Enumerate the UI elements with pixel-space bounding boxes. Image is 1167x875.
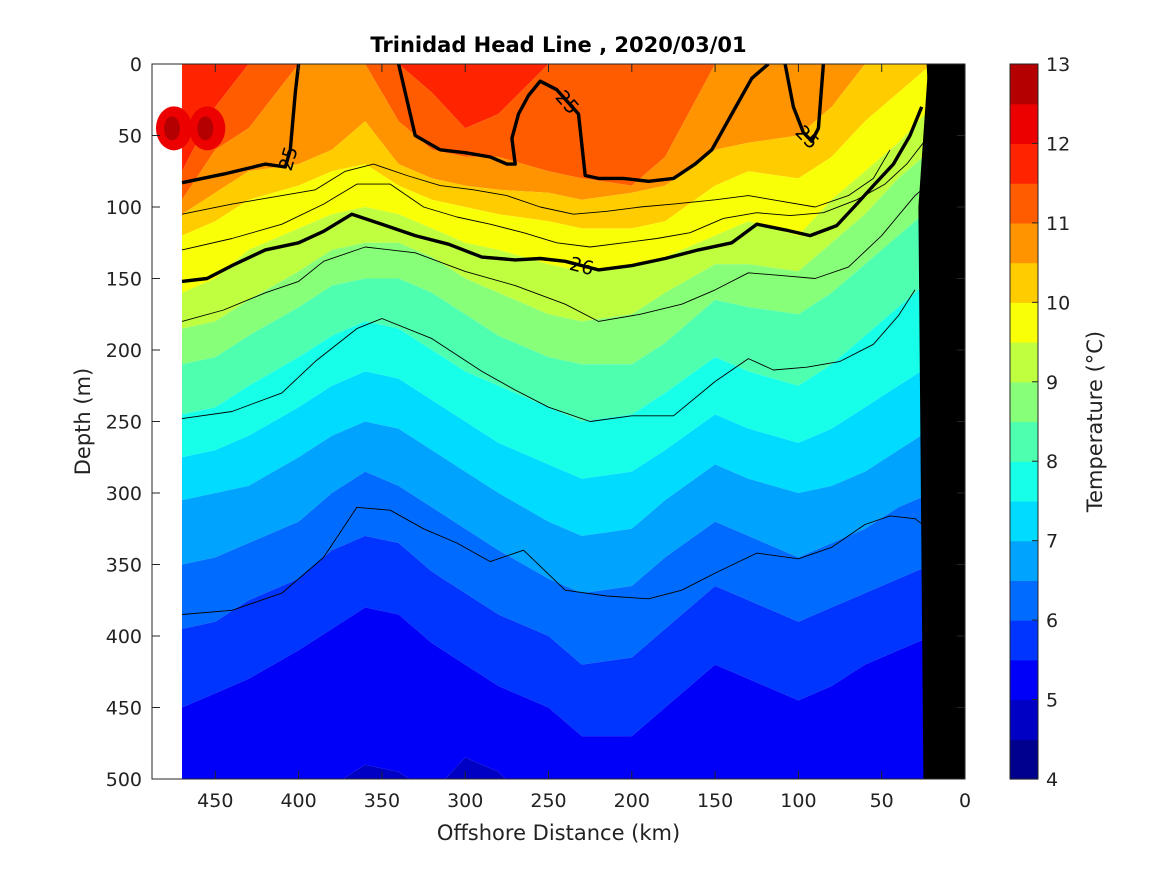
colorbar-swatch [1010,143,1038,184]
x-tick-label: 350 [364,790,400,812]
temperature-band [181,64,965,215]
colorbar-swatch [1010,699,1038,740]
colorbar-swatch [1010,222,1038,264]
y-tick-label: 500 [106,769,142,791]
colorbar-tick-label: 13 [1046,54,1070,76]
x-tick-label: 0 [959,790,971,812]
temperature-band [181,278,965,479]
colorbar-swatch [1010,540,1038,581]
x-tick-label: 50 [870,790,894,812]
colorbar-swatch [1010,659,1038,701]
y-tick-label: 200 [106,340,142,362]
x-tick-label: 150 [697,790,733,812]
density-contour-thin [181,149,891,215]
colorbar-tick-label: 11 [1046,213,1070,235]
temperature-band [181,64,965,293]
colorbar-tick-label: 5 [1046,690,1058,712]
colorbar-tick-label: 8 [1046,451,1058,473]
y-tick-label: 50 [118,126,142,148]
y-tick-label: 450 [106,698,142,720]
land-mask [918,64,965,779]
chart-title: Trinidad Head Line , 2020/03/01 [370,33,746,57]
temperature-band [181,471,965,665]
colorbar-swatch [1010,739,1038,780]
colorbar-tick-label: 6 [1046,610,1058,632]
x-axis: 450 400 350 300 250 200 150 100 50 0 [197,64,971,812]
colorbar-swatch [1010,262,1038,303]
colorbar-swatch [1010,580,1038,621]
x-tick-label: 300 [447,790,483,812]
density-contour-25 [783,64,826,143]
temperature-band [181,106,965,329]
y-tick-label: 350 [106,555,142,577]
density-contour-thin [181,180,932,322]
colorbar-swatch [1010,381,1038,423]
plot-area [152,64,965,779]
colorbar-swatch [1010,64,1038,105]
y-tick-label: 100 [106,197,142,219]
x-tick-label: 100 [780,790,816,812]
colorbar-label: Temperature (°C) [1083,331,1107,513]
temperature-core [197,116,214,141]
temperature-band [181,149,965,365]
density-contour-26 [181,106,924,284]
y-tick-label: 150 [106,269,142,291]
temperature-band [181,421,965,594]
colorbar-swatch [1010,342,1038,383]
colorbar-tick-label: 10 [1046,292,1070,314]
y-tick-label: 0 [130,54,142,76]
temperature-band [181,364,965,536]
colorbar-tick-label: 12 [1046,133,1070,155]
density-contour-lines [181,64,950,615]
colorbar-swatch [1010,302,1038,343]
x-tick-label: 250 [530,790,566,812]
y-axis: 0 50 100 150 200 250 300 350 400 450 500 [106,54,965,791]
x-tick-label: 200 [614,790,650,812]
colorbar-tick-label: 4 [1046,769,1058,791]
density-contour-thin [181,506,929,615]
temperature-band [181,607,965,779]
colorbar-swatch [1010,103,1038,145]
temperature-band [181,535,965,737]
land-bathymetry [918,64,965,779]
colorbar-swatch [1010,620,1038,661]
x-axis-label: Offshore Distance (km) [437,821,680,845]
temperature-band [181,64,965,236]
colorbar-tick-label: 9 [1046,372,1058,394]
colorbar-swatch [1010,500,1038,542]
colorbar-tick-label: 7 [1046,531,1058,553]
colorbar-swatch [1010,461,1038,502]
colorbar-swatch [1010,183,1038,224]
colorbar-frame [1009,63,1039,780]
colorbar-swatch [1010,421,1038,462]
y-tick-label: 300 [106,483,142,505]
y-axis-label: Depth (m) [71,368,95,475]
temperature-band [181,64,965,200]
density-contour-thin [181,142,924,251]
x-tick-label: 450 [197,790,233,812]
y-tick-label: 400 [106,626,142,648]
y-tick-label: 250 [106,412,142,434]
density-contour-25 [396,64,770,183]
temperature-core [163,116,180,141]
x-tick-label: 400 [280,790,316,812]
colorbar: 4 5 6 7 8 9 10 11 12 13 [1009,54,1070,791]
density-contour-25 [181,64,301,185]
density-contour-thin [181,289,916,422]
temperature-filled-contours [155,64,965,779]
